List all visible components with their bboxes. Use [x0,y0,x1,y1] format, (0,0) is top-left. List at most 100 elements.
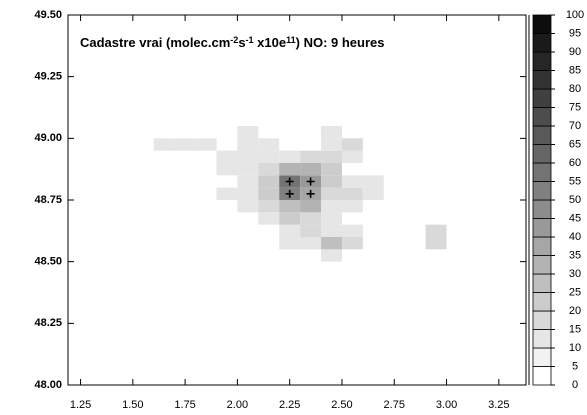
heat-cell [341,175,363,188]
heat-cell [300,200,322,213]
y-tick-label: 49.00 [34,132,62,144]
heat-cell [258,200,280,213]
colorbar-label: 100 [566,9,584,21]
colorbar-label: 95 [569,27,581,39]
heat-cell [341,224,363,237]
heat-cell [258,163,280,176]
heat-cell [237,126,259,139]
heat-cell [216,163,238,176]
heat-cell [300,212,322,225]
x-tick-label: 2.25 [279,399,300,411]
heat-cell [279,212,301,225]
x-tick-label: 3.25 [488,399,509,411]
colorbar-label: 0 [572,379,578,391]
heat-cell [321,212,342,225]
heat-cell [237,200,259,213]
y-tick-label: 49.50 [34,9,62,21]
heat-cell [216,150,238,163]
colorbar-label: 65 [569,138,581,150]
heat-cell [237,150,259,163]
x-tick-label: 1.25 [70,399,91,411]
heat-cell [362,175,384,188]
heat-cell [279,150,301,163]
cross-marker [285,177,294,186]
heat-cell [258,187,280,200]
colorbar-band [532,88,552,108]
y-tick-label: 48.00 [34,379,62,391]
colorbar-band [532,236,552,256]
colorbar-label: 75 [569,101,581,113]
colorbar-label: 80 [569,83,581,95]
title-part: -1 [246,35,254,45]
heat-cell [237,187,259,200]
heat-cell [258,138,280,151]
heat-cell [153,138,175,151]
y-tick-label: 48.25 [34,317,62,329]
heat-cell [300,224,322,237]
heat-cell [237,163,259,176]
title-part: -2 [230,35,238,45]
colorbar-band [532,255,552,275]
colorbar-band [532,181,552,201]
heat-cell [341,200,363,213]
cross-marker [285,189,294,198]
heat-cell [300,150,322,163]
colorbar-label: 40 [569,231,581,243]
heat-cell [300,237,322,250]
title-part: ) NO: 9 heures [296,35,385,50]
colorbar-label: 35 [569,249,581,261]
colorbar-band [532,162,552,182]
cross-marker [306,177,315,186]
colorbar-band [532,144,552,164]
heat-cell [321,224,342,237]
colorbar-band [532,51,552,71]
x-tick-label: 2.50 [331,399,352,411]
heat-cell [300,163,322,176]
y-tick-label: 49.25 [34,71,62,83]
colorbar-label: 25 [569,286,581,298]
heat-cell [258,150,280,163]
colorbar-band [532,125,552,145]
heat-cell [279,200,301,213]
x-tick-label: 2.00 [227,399,248,411]
heat-cell [321,163,342,176]
heat-cell [341,237,363,250]
y-tick-label: 48.75 [34,194,62,206]
heat-cell [258,175,280,188]
chart-title: Cadastre vrai (molec.cm-2s-1 x10e11) NO:… [80,35,384,50]
colorbar-band [532,14,552,34]
heat-cell [425,224,447,237]
heat-cell [279,163,301,176]
x-tick-label: 1.50 [122,399,143,411]
title-part: x10e [254,35,287,50]
heat-cell [321,249,342,262]
colorbar-band [532,218,552,238]
heat-cell [237,138,259,151]
heat-cell [216,187,238,200]
colorbar-band [532,366,552,386]
colorbar-band [532,273,552,293]
heat-cell [321,175,342,188]
heat-cell [321,237,342,250]
colorbar-band [532,70,552,90]
colorbar-band [532,292,552,312]
colorbar-label: 45 [569,212,581,224]
title-part: s [238,35,245,50]
heat-cell [362,187,384,200]
heat-cell [195,138,217,151]
colorbar-label: 90 [569,46,581,58]
heat-cell [321,150,342,163]
heat-cell [174,138,196,151]
heat-cell [321,187,342,200]
colorbar-label: 10 [569,342,581,354]
y-tick-label: 48.50 [34,256,62,268]
colorbar-band [532,310,552,330]
heat-cell [321,200,342,213]
colorbar-label: 60 [569,157,581,169]
heat-cell [321,138,342,151]
x-tick-label: 3.00 [436,399,457,411]
heat-cell [237,175,259,188]
heat-cell [279,224,301,237]
heat-cell [321,126,342,139]
